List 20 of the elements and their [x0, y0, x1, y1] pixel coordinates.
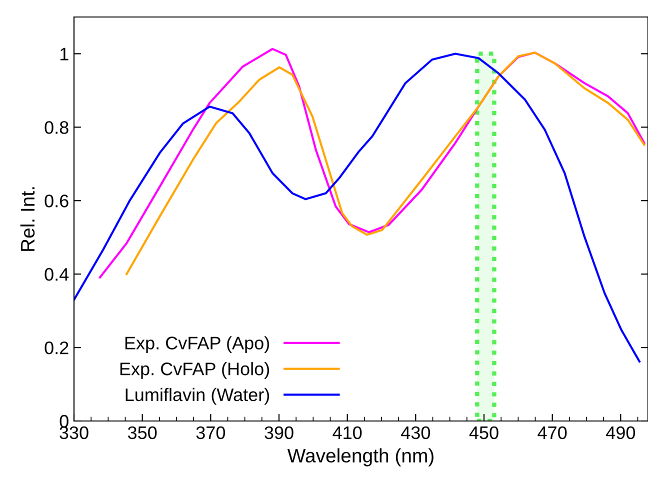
- y-tick-label: 0.8: [44, 121, 68, 134]
- y-axis-title: Rel. Int.: [20, 187, 35, 251]
- y-tick-label: 0.6: [44, 194, 68, 208]
- y-tick-label: 0.4: [44, 268, 69, 281]
- x-tick-label: 410: [332, 426, 362, 440]
- x-tick-label: 490: [606, 426, 636, 440]
- x-tick-label: 330: [60, 426, 88, 440]
- legend-label: Exp. CvFAP (Holo): [120, 362, 270, 379]
- x-tick-label: 430: [401, 426, 430, 440]
- x-tick-label: 450: [469, 426, 498, 440]
- legend-label: Exp. CvFAP (Apo): [125, 336, 270, 354]
- x-tick-label: 470: [538, 426, 567, 440]
- x-tick-label: 370: [196, 426, 226, 440]
- legend-label: Lumiflavin (Water): [126, 388, 270, 405]
- x-axis-title: Wavelength (nm): [287, 448, 434, 466]
- line-series: [74, 52, 641, 363]
- y-tick-label: 0.2: [44, 341, 68, 354]
- x-tick-label: 350: [128, 426, 157, 440]
- x-tick-label: 390: [264, 426, 294, 440]
- y-tick-label: 1: [60, 48, 68, 60]
